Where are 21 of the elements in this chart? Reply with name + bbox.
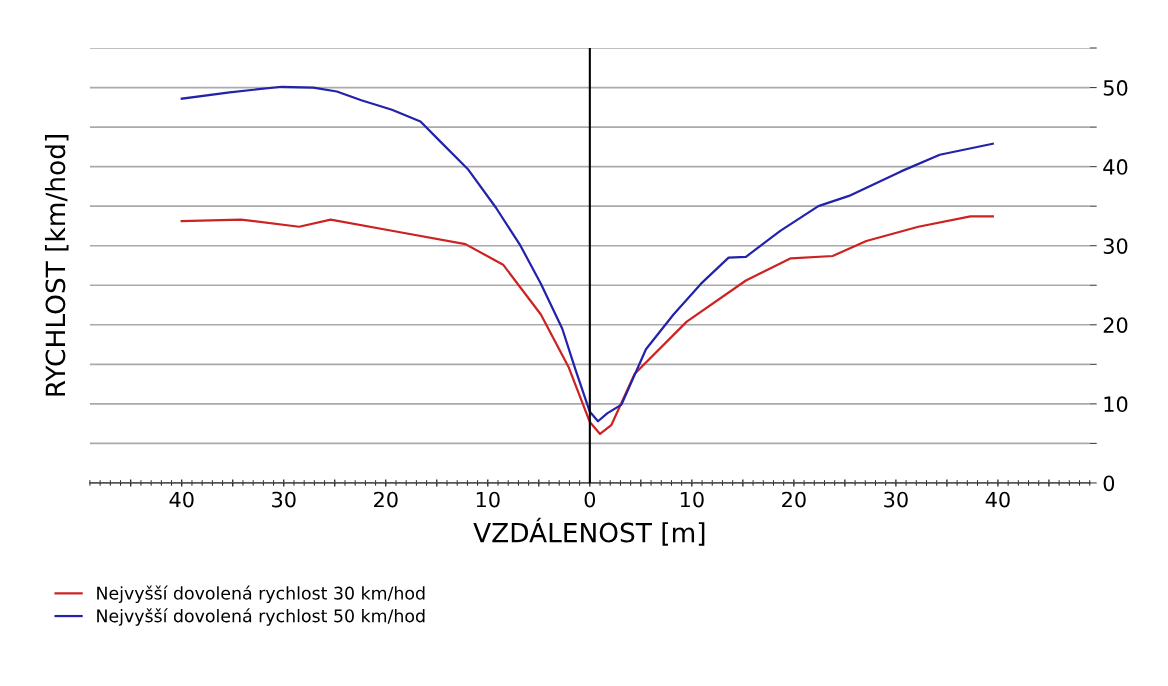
x-tick-label: 0 [584, 491, 596, 508]
legend-label: Nejvyšší dovolená rychlost 30 km/hod [97, 585, 425, 604]
y-tick-label: 30 [1103, 238, 1128, 254]
y-tick-label: 40 [1103, 159, 1128, 175]
x-tick-label: 40 [985, 491, 1010, 508]
x-tick-label: 20 [374, 491, 398, 508]
y-tick-label: 0 [1103, 475, 1115, 492]
x-tick-label: 30 [884, 491, 908, 508]
x-tick-label: 10 [476, 491, 500, 508]
x-tick-label: 40 [169, 491, 194, 508]
x-tick-label: 20 [782, 491, 806, 508]
x-axis-title: VZDÁLENOST [m] [473, 517, 705, 546]
x-tick-label: 30 [272, 491, 296, 508]
y-axis-title: RYCHLOST [km/hod] [44, 135, 69, 396]
legend-label: Nejvyšší dovolená rychlost 50 km/hod [97, 608, 425, 626]
y-tick-label: 50 [1103, 80, 1128, 96]
line-series [180, 85, 994, 423]
y-tick-label: 20 [1103, 317, 1128, 333]
line-series [180, 215, 994, 436]
y-tick-label: 10 [1104, 396, 1128, 413]
x-tick-label: 10 [680, 491, 704, 508]
